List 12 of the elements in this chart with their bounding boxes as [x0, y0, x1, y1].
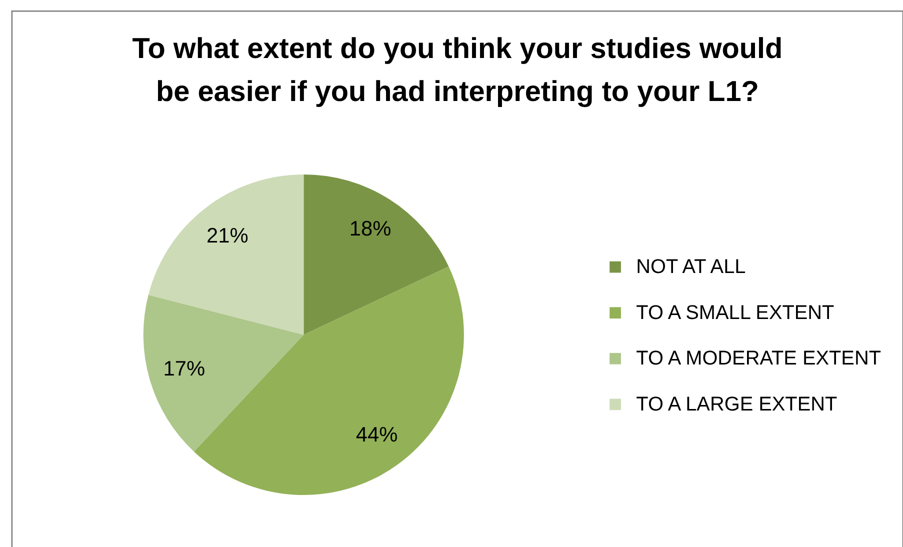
pie-slice	[304, 174, 449, 335]
data-label: 18%	[349, 218, 392, 241]
legend-label: TO A MODERATE EXTENT	[636, 348, 882, 370]
data-label: 21%	[206, 224, 248, 248]
legend-label: TO A LARGE EXTENT	[636, 393, 838, 416]
legend-label: TO A SMALL EXTENT	[636, 302, 834, 324]
legend-label: NOT AT ALL	[636, 256, 746, 278]
data-label: 17%	[163, 357, 206, 380]
chart-title: To what extent do you think your studies would be easier if you had interpreting to your L1?	[132, 32, 783, 108]
pie-slice	[143, 294, 304, 452]
pie-slice	[148, 174, 304, 335]
data-label: 44%	[356, 423, 398, 446]
